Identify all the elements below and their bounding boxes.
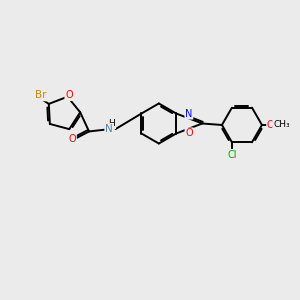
Text: Cl: Cl <box>227 150 237 160</box>
Text: N: N <box>105 124 113 134</box>
Text: H: H <box>109 119 116 128</box>
Text: CH₃: CH₃ <box>273 121 290 130</box>
Text: O: O <box>185 128 193 138</box>
Text: Br: Br <box>35 90 47 100</box>
Text: O: O <box>65 90 73 100</box>
Text: O: O <box>68 134 76 144</box>
Text: O: O <box>267 120 274 130</box>
Text: N: N <box>185 109 193 119</box>
